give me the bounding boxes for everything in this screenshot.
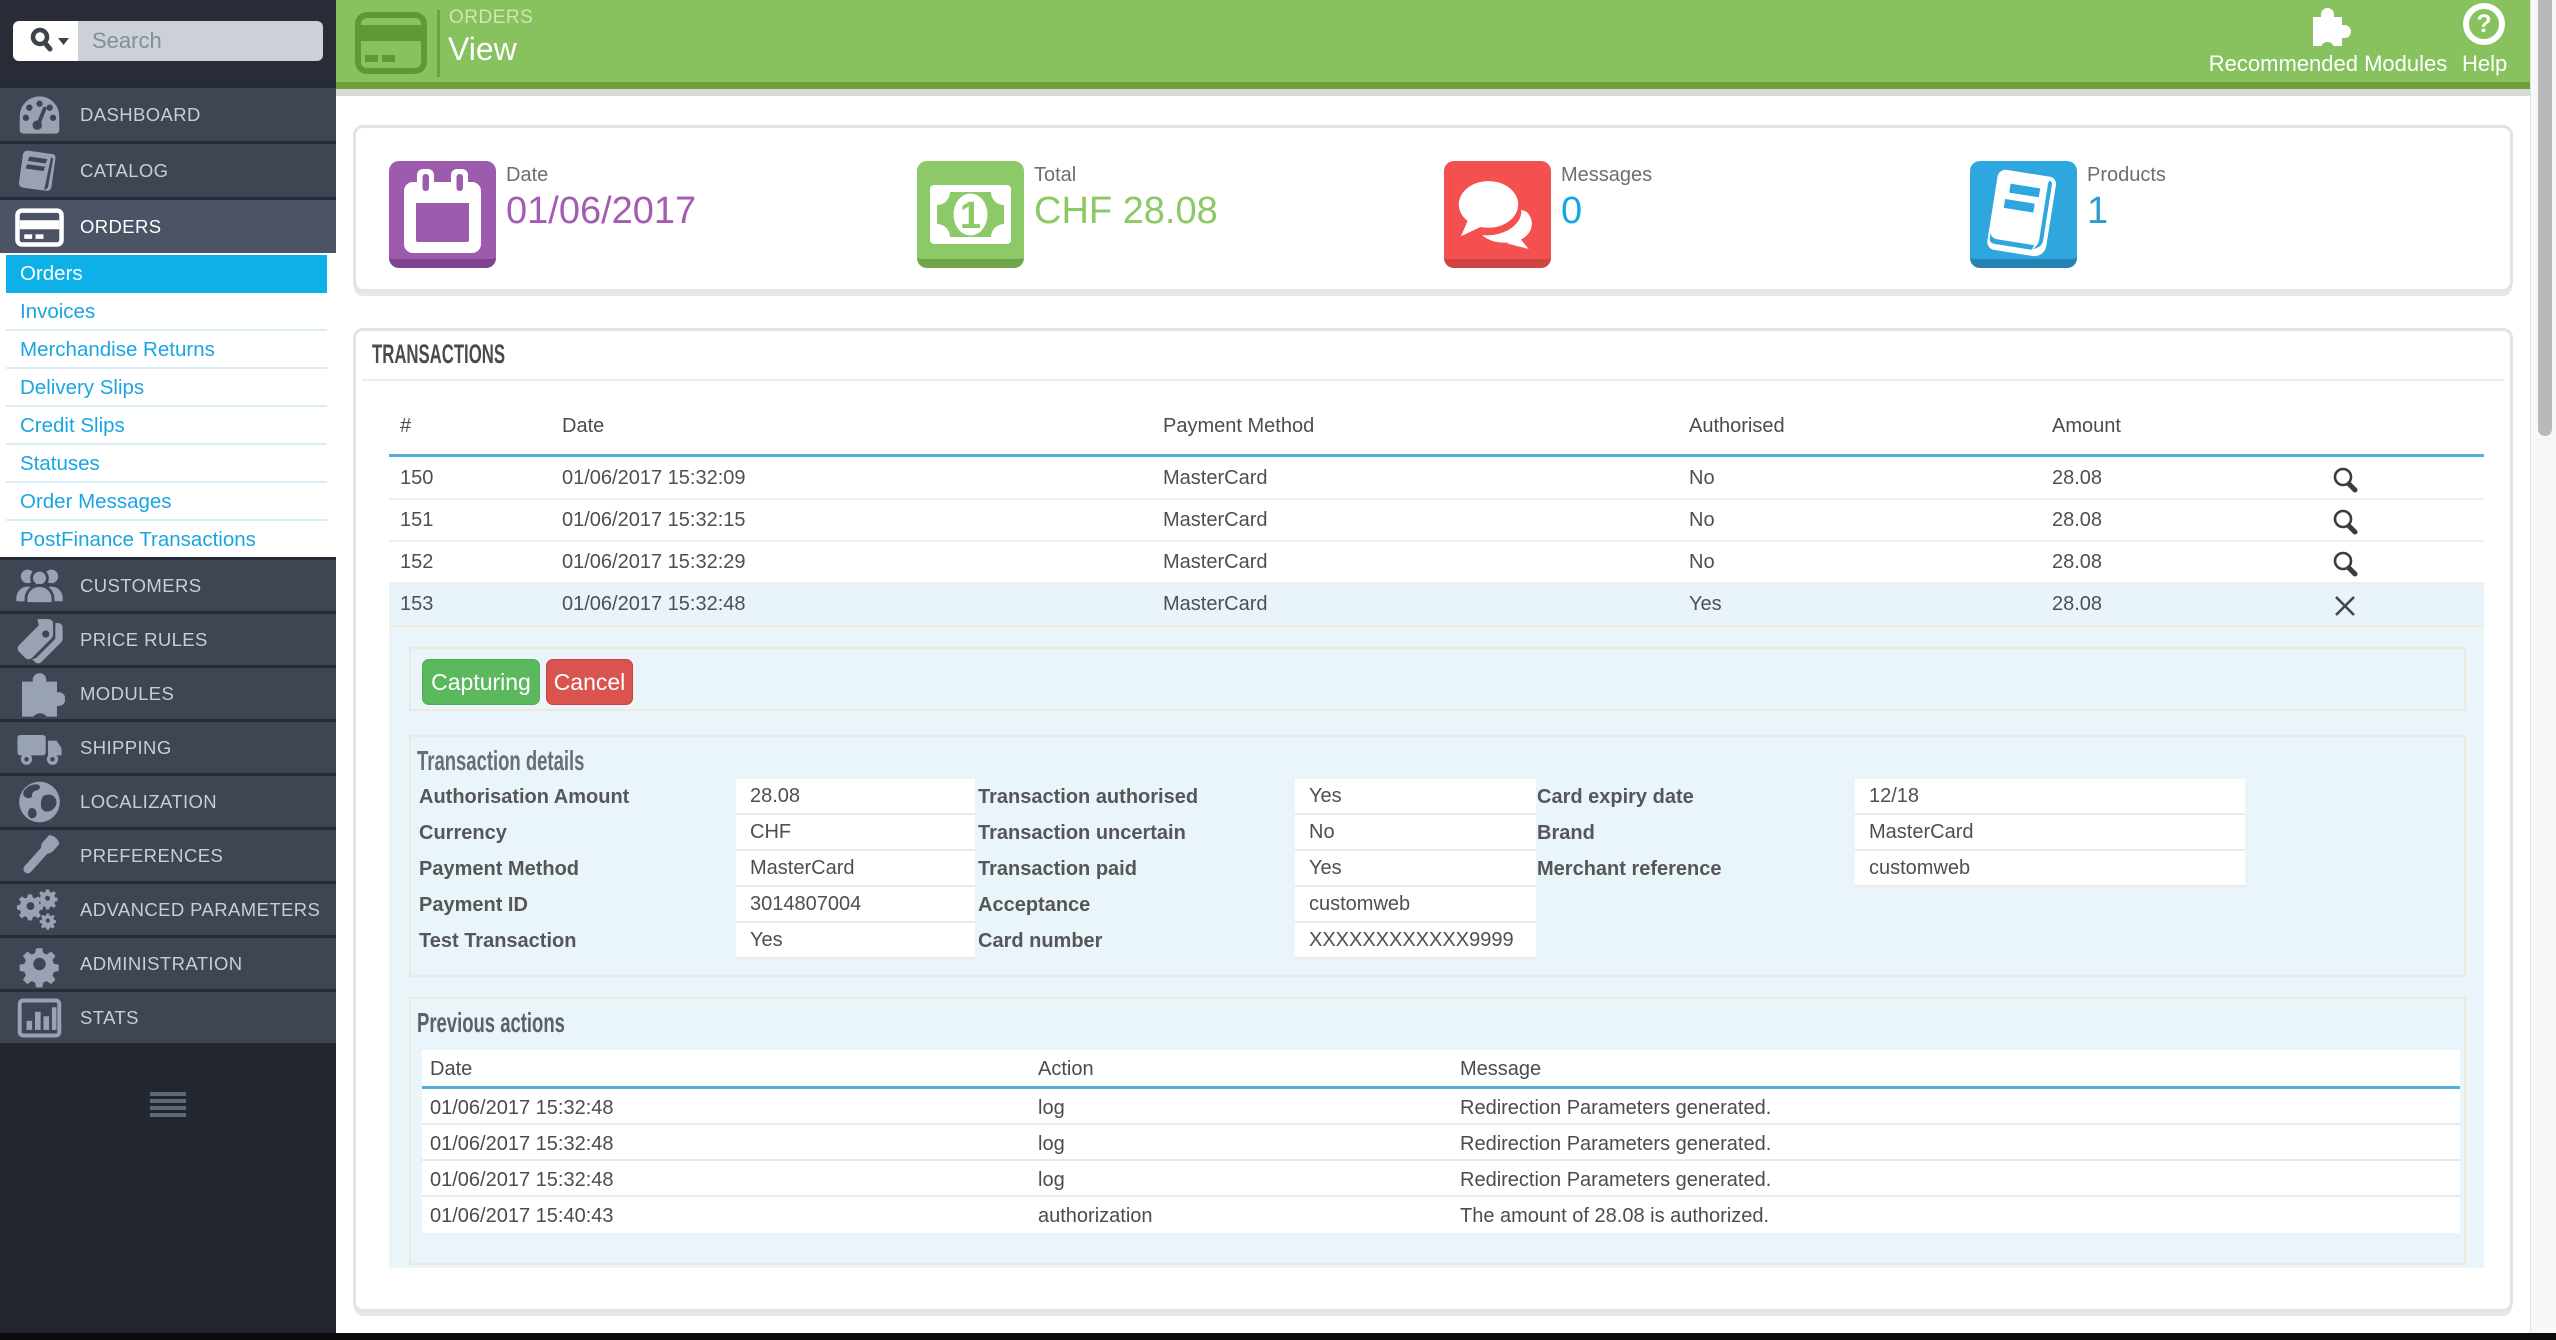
svg-text:?: ? — [2476, 10, 2491, 38]
svg-text:1: 1 — [960, 195, 981, 237]
